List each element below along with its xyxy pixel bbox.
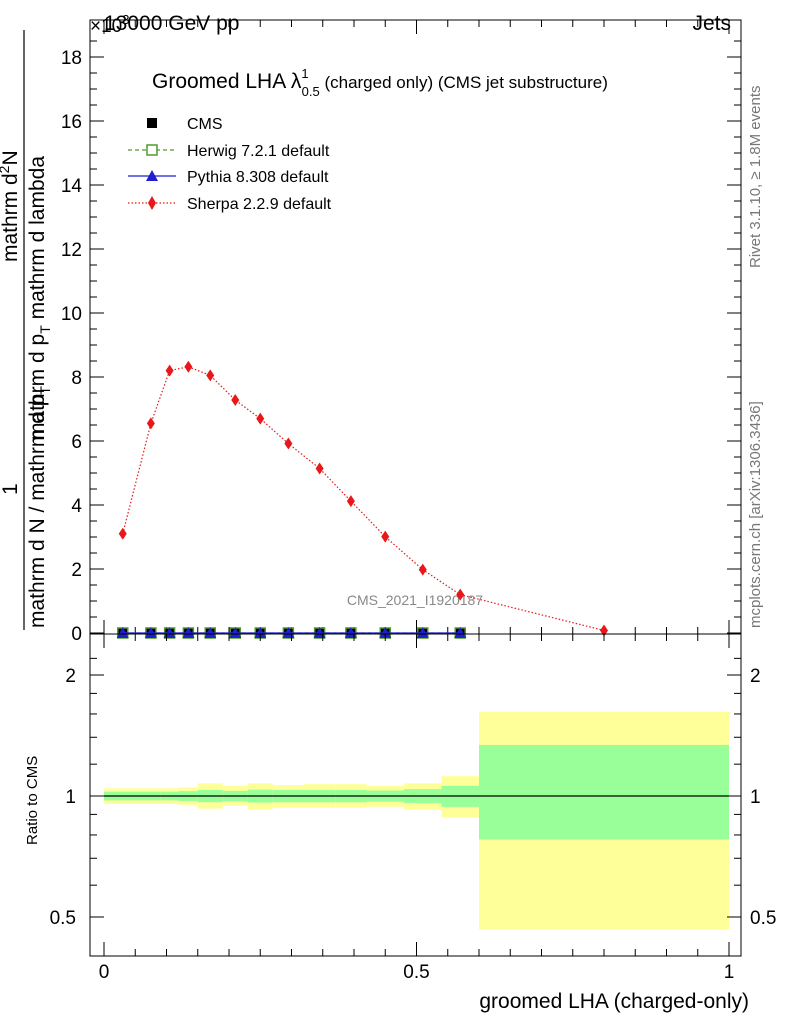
data-point-sherpa — [346, 495, 355, 508]
legend-marker-sherpa — [148, 196, 156, 210]
data-point-sherpa — [256, 412, 265, 425]
y-tick-label: 12 — [61, 240, 82, 261]
data-point-sherpa — [600, 624, 608, 637]
data-point-sherpa — [381, 530, 390, 543]
series-line-sherpa — [122, 366, 605, 632]
main-plot-frame — [89, 19, 742, 635]
data-point-pythia — [454, 627, 467, 638]
y-tick-label: 4 — [71, 496, 82, 517]
legend-label-cms: CMS — [187, 116, 223, 133]
y-label-denominator: mathrm d N / mathrm d pT — [26, 386, 53, 628]
ratio-y-tick-label: 1 — [65, 787, 76, 808]
legend-marker-herwig — [146, 144, 158, 156]
y-tick-label: 16 — [61, 112, 82, 133]
data-point-sherpa — [146, 417, 155, 430]
legend-label-sherpa: Sherpa 2.2.9 default — [187, 196, 332, 213]
chart-title: Groomed LHA λ1 0.5 (charged only) (CMS je… — [152, 66, 608, 99]
mcplots-label: mcplots.cern.ch [arXiv:1306.3436] — [747, 401, 764, 628]
legend-marker-pythia — [146, 170, 158, 181]
data-point-sherpa — [284, 437, 293, 450]
y-tick-label: 6 — [71, 432, 82, 453]
y-tick-label: 18 — [61, 48, 82, 69]
data-point-sherpa — [315, 462, 324, 475]
x-tick-label: 0 — [99, 962, 110, 983]
jets-label: Jets — [692, 12, 731, 35]
data-point-pythia — [144, 627, 157, 638]
legend-item-cms: CMS — [147, 116, 223, 133]
x-axis-label: groomed LHA (charged-only) — [479, 990, 749, 1013]
data-point-sherpa — [165, 364, 174, 377]
y-tick-label: 0 — [71, 624, 82, 645]
data-point-pythia — [204, 627, 217, 638]
analysis-watermark: CMS_2021_I1920187 — [347, 592, 483, 608]
legend-marker-cms — [147, 118, 157, 128]
data-point-sherpa — [184, 360, 193, 373]
ratio-y-tick-label: 0.5 — [50, 908, 76, 929]
data-point-sherpa — [418, 563, 427, 576]
ratio-y-tick-label-right: 2 — [750, 666, 761, 687]
legend-label-herwig: Herwig 7.2.1 default — [187, 143, 330, 160]
y-label-dpt-dlambda: mathrm d pT mathrm d lambda — [26, 156, 53, 440]
main-y-axis: 0 2 4 6 8 10 12 14 16 18 — [61, 40, 741, 645]
ratio-y-tick-label: 2 — [65, 666, 76, 687]
data-point-pythia — [116, 627, 129, 638]
data-point-pythia — [416, 627, 429, 638]
y-tick-label: 2 — [71, 560, 82, 581]
legend: CMS Herwig 7.2.1 default Pythia 8.308 de… — [128, 116, 332, 213]
ratio-y-tick-label-right: 0.5 — [750, 908, 776, 929]
ratio-y-label: Ratio to CMS — [24, 756, 41, 845]
collision-label: 13000 GeV pp — [104, 12, 239, 35]
data-point-sherpa — [231, 394, 240, 407]
data-point-pythia — [379, 627, 392, 638]
ratio-axes: 0.5 0.5 1 1 2 2 0 0.5 1 — [50, 634, 776, 983]
main-y-label: 1 mathrm d N / mathrm d pT mathrm d2N ma… — [0, 30, 53, 630]
data-point-sherpa — [118, 527, 127, 540]
data-point-pythia — [254, 627, 267, 638]
data-point-sherpa — [456, 588, 465, 601]
y-label-numerator-one: 1 — [0, 483, 22, 495]
ratio-bands-layer — [104, 711, 729, 930]
x-tick-label: 1 — [724, 962, 735, 983]
legend-item-pythia: Pythia 8.308 default — [128, 169, 329, 186]
data-point-sherpa — [206, 369, 215, 382]
data-point-pythia — [229, 627, 242, 638]
legend-item-herwig: Herwig 7.2.1 default — [128, 143, 330, 160]
rivet-label: Rivet 3.1.10, ≥ 1.8M events — [747, 86, 764, 269]
legend-label-pythia: Pythia 8.308 default — [187, 169, 329, 186]
main-x-ticks — [103, 20, 730, 634]
data-point-pythia — [182, 627, 195, 638]
y-tick-label: 14 — [61, 176, 83, 197]
ratio-plot-frame — [89, 633, 742, 957]
x-tick-label: 0.5 — [403, 962, 429, 983]
legend-item-sherpa: Sherpa 2.2.9 default — [128, 196, 332, 213]
ratio-y-tick-label-right: 1 — [750, 787, 761, 808]
y-tick-label: 8 — [71, 368, 82, 389]
y-label-d2n: mathrm d2N — [0, 150, 22, 262]
y-tick-label: 10 — [61, 304, 82, 325]
ratio-band-inner — [479, 744, 729, 840]
